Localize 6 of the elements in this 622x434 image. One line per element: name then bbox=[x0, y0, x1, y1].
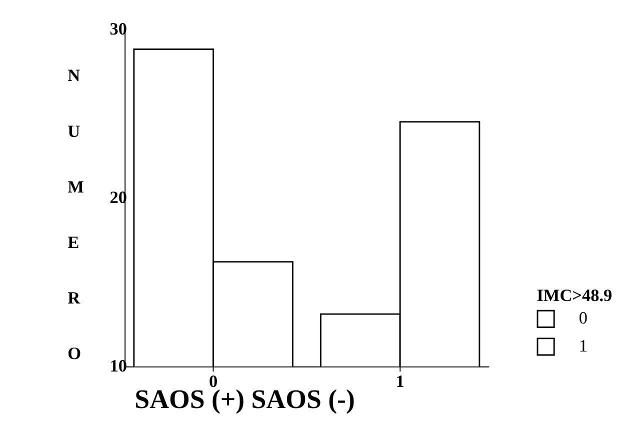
legend-title: IMC>48.9 bbox=[536, 286, 612, 306]
y-tick-label: 10 bbox=[110, 356, 127, 376]
legend-label: 1 bbox=[578, 336, 588, 356]
y-tick-label: 30 bbox=[110, 19, 127, 38]
legend-label: 0 bbox=[578, 308, 588, 328]
text: NUMERO bbox=[68, 66, 84, 364]
